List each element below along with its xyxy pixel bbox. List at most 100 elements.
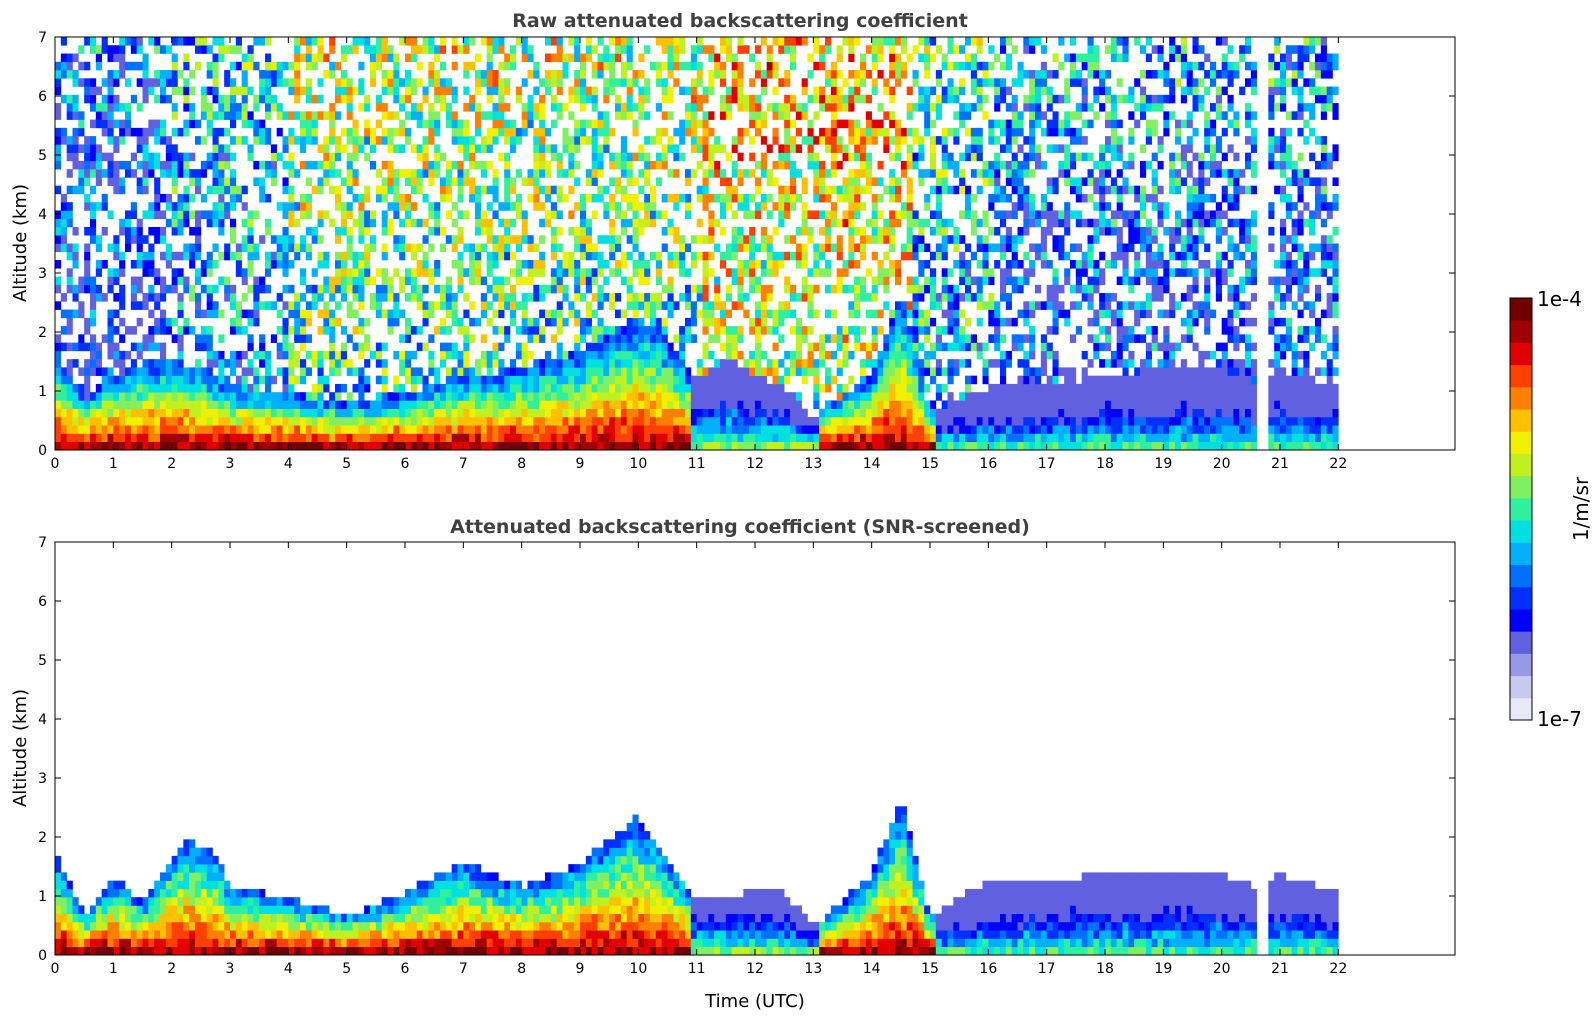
heatmap-cell [329, 276, 336, 286]
heatmap-cell [871, 433, 878, 443]
heatmap-cell [218, 441, 225, 451]
heatmap-cell [189, 251, 196, 261]
heatmap-cell [399, 243, 406, 253]
heatmap-cell [790, 367, 797, 376]
heatmap-cell [305, 127, 312, 137]
heatmap-cell [352, 169, 359, 178]
heatmap-cell [760, 136, 767, 145]
heatmap-cell [457, 433, 464, 443]
heatmap-cell [305, 309, 312, 319]
heatmap-cell [504, 293, 511, 302]
heatmap-cell [434, 152, 441, 162]
heatmap-cell [883, 78, 890, 87]
heatmap-cell [591, 293, 598, 302]
heatmap-cell [755, 342, 762, 352]
heatmap-cell [457, 400, 464, 409]
heatmap-cell [755, 326, 762, 335]
heatmap-cell [556, 350, 563, 360]
heatmap-cell [498, 218, 505, 228]
heatmap-cell [165, 317, 172, 327]
heatmap-cell [218, 193, 225, 203]
heatmap-cell [725, 416, 732, 426]
heatmap-cell [107, 152, 114, 162]
heatmap-cell [200, 111, 207, 120]
heatmap-cell [766, 103, 773, 112]
heatmap-cell [556, 103, 563, 112]
heatmap-cell [95, 160, 102, 170]
heatmap-cell [801, 334, 808, 343]
heatmap-cell [685, 210, 692, 220]
heatmap-cell [84, 284, 91, 294]
heatmap-cell [78, 416, 85, 426]
heatmap-cell [766, 425, 773, 434]
heatmap-cell [580, 86, 587, 96]
heatmap-cell [189, 383, 196, 393]
heatmap-cell [323, 284, 330, 294]
heatmap-cell [825, 367, 832, 376]
heatmap-cell [451, 61, 458, 71]
heatmap-cell [294, 359, 301, 368]
heatmap-cell [370, 416, 377, 426]
heatmap-cell [667, 193, 674, 203]
heatmap-cell [539, 103, 546, 112]
heatmap-cell [399, 235, 406, 244]
heatmap-cell [265, 226, 272, 236]
heatmap-cell [416, 260, 423, 269]
heatmap-cell [381, 78, 388, 87]
heatmap-cell [195, 268, 202, 277]
heatmap-cell [113, 78, 120, 87]
heatmap-cell [784, 136, 791, 145]
heatmap-cell [148, 78, 155, 87]
heatmap-cell [300, 111, 307, 120]
heatmap-cell [708, 251, 715, 261]
heatmap-cell [218, 111, 225, 120]
heatmap-cell [755, 111, 762, 120]
heatmap-cell [825, 136, 832, 145]
heatmap-cell [702, 119, 709, 129]
heatmap-cell [317, 111, 324, 120]
heatmap-cell [772, 127, 779, 137]
heatmap-cell [632, 268, 639, 277]
heatmap-cell [842, 284, 849, 294]
heatmap-cell [626, 152, 633, 162]
heatmap-cell [760, 301, 767, 310]
heatmap-cell [387, 317, 394, 327]
heatmap-cell [154, 359, 161, 368]
heatmap-cell [428, 441, 435, 451]
heatmap-cell [340, 127, 347, 137]
heatmap-cell [539, 441, 546, 451]
heatmap-cell [230, 400, 237, 409]
heatmap-cell [714, 218, 721, 228]
heatmap-cell [241, 408, 248, 418]
heatmap-cell [860, 185, 867, 195]
heatmap-cell [667, 383, 674, 393]
heatmap-cell [294, 441, 301, 451]
heatmap-cell [387, 127, 394, 137]
heatmap-cell [871, 37, 878, 46]
heatmap-cell [620, 309, 627, 319]
heatmap-cell [486, 45, 493, 54]
heatmap-cell [865, 160, 872, 170]
heatmap-cell [469, 243, 476, 253]
heatmap-cell [626, 177, 633, 186]
heatmap-cell [749, 284, 756, 294]
heatmap-cell [381, 293, 388, 302]
heatmap-cell [521, 342, 528, 352]
heatmap-cell [550, 53, 557, 63]
heatmap-cell [224, 392, 231, 401]
heatmap-cell [241, 400, 248, 409]
heatmap-cell [545, 210, 552, 220]
heatmap-cell [136, 61, 143, 71]
heatmap-cell [125, 235, 132, 244]
heatmap-cell [95, 169, 102, 178]
heatmap-cell [416, 301, 423, 310]
heatmap-cell [410, 441, 417, 451]
heatmap-cell [696, 61, 703, 71]
heatmap-cell [836, 218, 843, 228]
heatmap-cell [585, 276, 592, 286]
heatmap-cell [562, 433, 569, 443]
heatmap-cell [95, 293, 102, 302]
heatmap-cell [585, 235, 592, 244]
heatmap-cell [807, 284, 814, 294]
heatmap-cell [206, 433, 213, 443]
